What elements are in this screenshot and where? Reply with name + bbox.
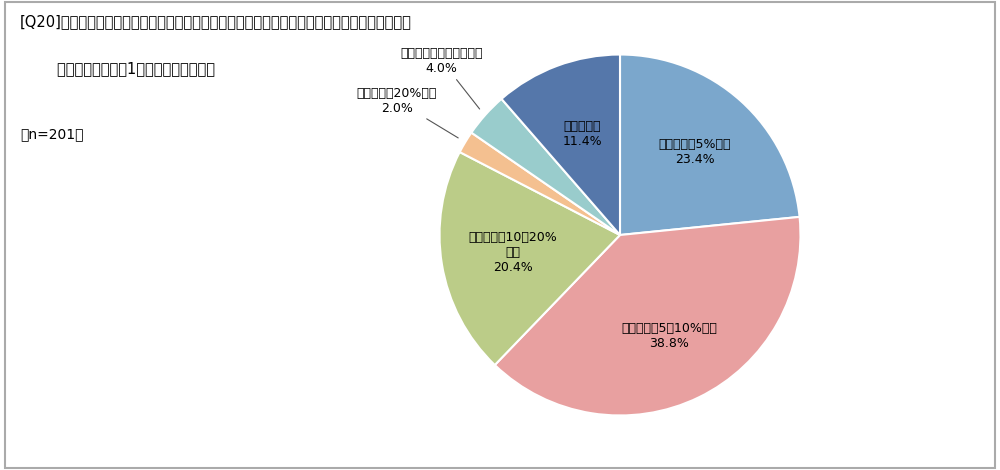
Text: 家賃収入の5%未満
23.4%: 家賃収入の5%未満 23.4% xyxy=(659,138,731,166)
Text: 家賃収入の10～20%
未満
20.4%: 家賃収入の10～20% 未満 20.4% xyxy=(469,231,558,274)
Wedge shape xyxy=(620,55,800,235)
Text: わからない
11.4%: わからない 11.4% xyxy=(562,119,602,148)
Text: 管理費用は払っていない
4.0%: 管理費用は払っていない 4.0% xyxy=(400,47,483,109)
Text: [Q20]サブリース以外の賃貸住宅の管理のための費用は、家賃収入のどの程度に相当しますか。: [Q20]サブリース以外の賃貸住宅の管理のための費用は、家賃収入のどの程度に相当… xyxy=(20,14,412,29)
Text: （n=201）: （n=201） xyxy=(20,127,84,141)
Text: 家賃収入の20%以上
2.0%: 家賃収入の20%以上 2.0% xyxy=(356,86,458,138)
Text: 家賃収入の5～10%未満
38.8%: 家賃収入の5～10%未満 38.8% xyxy=(621,321,717,350)
Wedge shape xyxy=(501,55,620,235)
Wedge shape xyxy=(495,217,800,415)
Text: 最も多いケースを1つお選びください。: 最も多いケースを1つお選びください。 xyxy=(20,61,215,76)
Wedge shape xyxy=(471,99,620,235)
Wedge shape xyxy=(440,152,620,365)
Wedge shape xyxy=(460,133,620,235)
